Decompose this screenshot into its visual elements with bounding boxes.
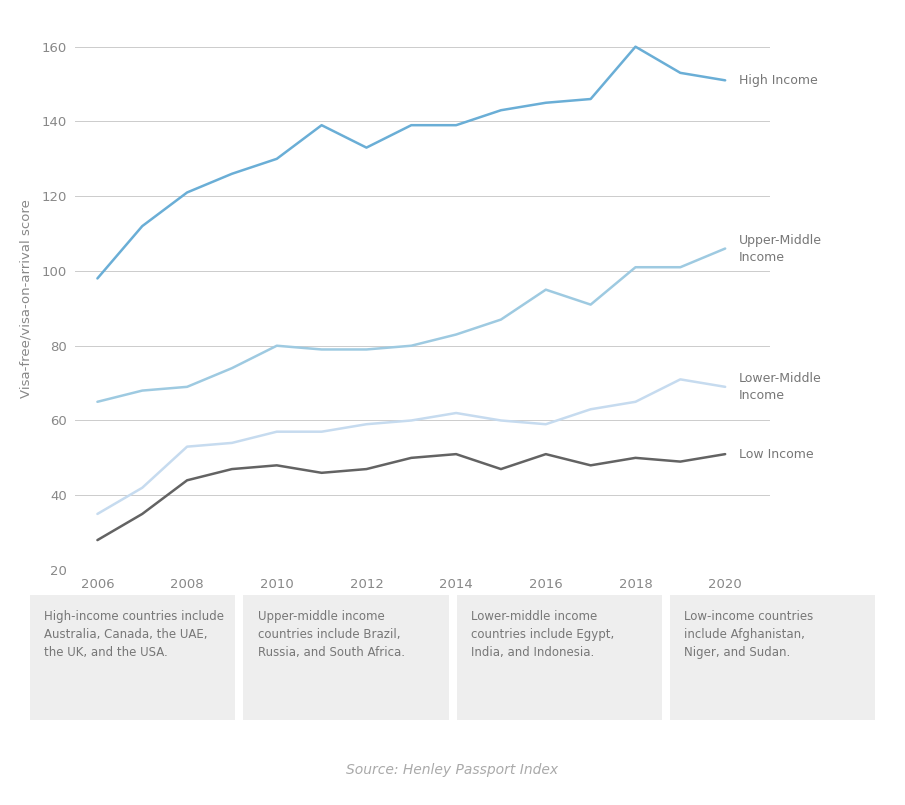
Text: Low-income countries
include Afghanistan,
Niger, and Sudan.: Low-income countries include Afghanistan…: [684, 610, 814, 659]
Text: Low Income: Low Income: [738, 448, 814, 460]
Text: Source: Henley Passport Index: Source: Henley Passport Index: [347, 763, 558, 777]
Text: High Income: High Income: [738, 74, 817, 87]
Text: Lower-middle income
countries include Egypt,
India, and Indonesia.: Lower-middle income countries include Eg…: [471, 610, 614, 659]
Text: Lower-Middle
Income: Lower-Middle Income: [738, 372, 822, 402]
Y-axis label: Visa-free/visa-on-arrival score: Visa-free/visa-on-arrival score: [20, 200, 33, 398]
Text: High-income countries include
Australia, Canada, the UAE,
the UK, and the USA.: High-income countries include Australia,…: [44, 610, 224, 659]
Text: Upper-Middle
Income: Upper-Middle Income: [738, 233, 822, 263]
Text: Upper-middle income
countries include Brazil,
Russia, and South Africa.: Upper-middle income countries include Br…: [258, 610, 405, 659]
